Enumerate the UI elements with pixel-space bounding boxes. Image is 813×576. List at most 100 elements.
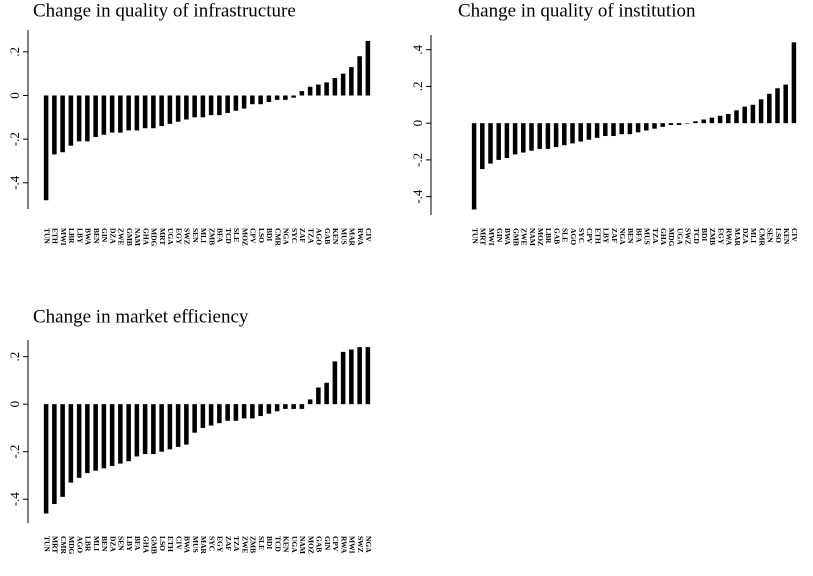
x-tick-label: BFA (216, 228, 225, 243)
y-tick-label: -.4 (410, 189, 425, 204)
y-tick-label: .4 (410, 44, 425, 54)
x-tick-label: MDG (150, 228, 159, 246)
bar (274, 404, 280, 412)
x-tick-label: BEN (626, 228, 635, 244)
x-tick-label: BFA (634, 228, 643, 243)
bar (611, 123, 616, 137)
x-tick-label: MAR (348, 228, 357, 246)
x-tick-label: BEN (92, 228, 101, 244)
bar (250, 404, 255, 419)
x-tick-label: TCD (224, 228, 233, 244)
x-tick-label: AGO (315, 228, 324, 245)
bar (208, 404, 214, 426)
bar (578, 123, 583, 142)
bar (217, 404, 222, 424)
x-tick-label: RWA (356, 228, 365, 246)
bar (167, 404, 173, 450)
bar (208, 95, 214, 116)
x-tick-label: CIV (174, 536, 183, 550)
x-tick-label: ZWE (117, 228, 126, 246)
x-tick-label: MUS (339, 228, 348, 245)
x-tick-label: EGY (174, 228, 183, 245)
chart-title: Change in quality of institution (458, 0, 696, 21)
x-tick-label: BWA (183, 536, 192, 554)
x-tick-label: CMR (59, 536, 68, 554)
y-tick-label: -.2 (7, 445, 22, 459)
x-tick-label: EGY (716, 228, 725, 245)
bar (635, 123, 641, 133)
x-tick-label: MUS (191, 536, 200, 553)
x-tick-label: TUN (42, 536, 51, 552)
x-tick-label: TZA (306, 228, 315, 244)
bar (258, 404, 263, 417)
bar (709, 117, 715, 124)
x-tick-label: MDG (667, 228, 676, 246)
x-tick-label: GMB (125, 228, 134, 246)
x-tick-label: GHA (141, 536, 150, 554)
bar (480, 123, 485, 170)
bar (266, 95, 272, 103)
bar (60, 404, 65, 497)
bar (734, 110, 739, 124)
x-tick-label: NGA (282, 228, 291, 245)
bar (783, 84, 788, 124)
x-tick-label: GIN (100, 228, 109, 243)
x-tick-label: ZAF (224, 536, 233, 551)
bar (241, 95, 247, 109)
chart-title: Change in market efficiency (33, 306, 249, 327)
x-tick-label: GHA (659, 228, 668, 246)
x-tick-label: LBY (125, 536, 134, 552)
bar (241, 404, 247, 419)
x-tick-label: CPV (249, 228, 258, 244)
bar (349, 67, 354, 96)
x-tick-label: ETH (51, 228, 60, 244)
x-tick-label: KEN (331, 228, 340, 245)
x-tick-label: KEN (782, 228, 791, 245)
x-tick-label: TZA (651, 228, 660, 244)
x-tick-label: TCD (273, 536, 282, 552)
bar (200, 95, 206, 118)
bar (496, 123, 501, 160)
x-tick-label: LBR (84, 536, 93, 552)
x-tick-label: UGA (675, 228, 684, 245)
y-tick-label: .2 (7, 47, 22, 57)
x-tick-label: LSO (774, 228, 783, 243)
bar (68, 95, 74, 146)
bar (750, 104, 756, 124)
bar (151, 404, 156, 455)
x-tick-label: CPV (585, 228, 594, 244)
bar (693, 121, 698, 124)
bar (324, 382, 329, 405)
bar (562, 123, 567, 146)
bar (233, 95, 239, 111)
bar (225, 404, 230, 421)
bar (365, 40, 371, 96)
x-tick-label: SYC (207, 536, 216, 551)
bar (299, 404, 305, 409)
x-tick-label: AGO (75, 536, 84, 553)
bar (791, 42, 797, 124)
y-tick-label: -.4 (7, 175, 22, 190)
bar (274, 95, 280, 100)
x-tick-label: SLE (232, 228, 241, 242)
y-tick-label: -.4 (7, 492, 22, 507)
bar (316, 84, 321, 96)
x-tick-label: RWA (339, 536, 348, 554)
y-tick-label: 0 (410, 120, 425, 127)
bar (184, 404, 189, 445)
bar (537, 123, 542, 149)
bar (553, 123, 559, 148)
x-tick-label: LSO (257, 228, 266, 243)
bar (603, 123, 608, 137)
x-tick-label: GHA (141, 228, 150, 246)
x-tick-label: NGA (364, 536, 373, 553)
bar (685, 123, 690, 124)
x-tick-label: UGA (166, 228, 175, 245)
y-tick-label: -.2 (7, 132, 22, 146)
x-tick-label: LBY (602, 228, 611, 244)
x-tick-label: SEN (117, 536, 126, 551)
y-tick-label: .2 (7, 352, 22, 362)
x-tick-label: MRT (479, 228, 488, 245)
y-tick-label: -.2 (410, 153, 425, 167)
